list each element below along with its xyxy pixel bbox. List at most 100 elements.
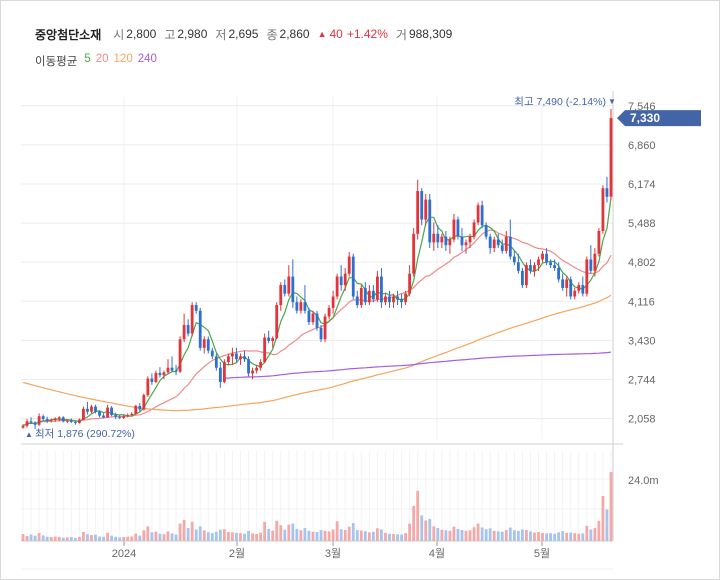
- candle-body: [263, 337, 267, 363]
- volume-bar: [178, 523, 182, 541]
- candle-body: [29, 421, 33, 423]
- candle-body: [86, 408, 89, 412]
- volume-bar: [239, 533, 242, 541]
- volume-bar: [496, 531, 500, 541]
- volume-bar: [573, 533, 577, 541]
- candle-body: [134, 405, 138, 414]
- volume-bar: [235, 532, 238, 541]
- close-value: 2,860: [279, 27, 310, 41]
- volume-bar: [408, 523, 412, 541]
- volume-bar: [404, 533, 408, 541]
- candle-body: [194, 305, 198, 311]
- candle-body: [541, 253, 544, 260]
- volume-bar: [569, 532, 573, 541]
- candle-body: [98, 411, 101, 416]
- candle-body: [327, 307, 331, 317]
- volume-bar: [545, 533, 548, 541]
- volume-label: 거: [395, 27, 407, 42]
- volume-bar: [400, 534, 403, 541]
- volume-bar: [154, 531, 158, 541]
- candle-body: [565, 279, 569, 288]
- volume-bar: [448, 530, 452, 541]
- volume-bar: [315, 532, 319, 541]
- volume-bar: [460, 530, 464, 541]
- volume-bar: [307, 530, 311, 541]
- candle-body: [226, 356, 230, 363]
- candle-body: [251, 370, 254, 374]
- ma-240-legend[interactable]: 240: [137, 53, 157, 65]
- volume-bar: [367, 532, 371, 541]
- volume-bar: [323, 530, 327, 541]
- volume-bar: [86, 534, 89, 541]
- candle-body: [549, 262, 552, 266]
- y-tick-label: 4,116: [628, 296, 655, 308]
- candle-body: [186, 325, 190, 334]
- volume-bar: [231, 532, 234, 541]
- volume-bar: [94, 534, 97, 541]
- volume-bar: [553, 533, 557, 541]
- candle-body: [516, 262, 520, 271]
- volume-bar: [331, 529, 335, 541]
- candle-body: [271, 338, 275, 341]
- volume-bar: [82, 532, 85, 541]
- candle-body: [239, 356, 242, 360]
- volume-bar: [375, 528, 379, 541]
- open-value: 2,800: [126, 27, 157, 41]
- volume-bar: [114, 536, 118, 541]
- volume-bar: [90, 535, 93, 541]
- min-price-annotation: 최저 1,876 (290.72%): [35, 428, 135, 440]
- x-tick-label: 3월: [325, 547, 341, 560]
- candle-body: [235, 353, 238, 360]
- candle-body: [190, 305, 194, 334]
- candle-body: [57, 417, 61, 420]
- volume-bar: [319, 530, 323, 541]
- candle-body: [472, 222, 476, 237]
- y-tick-label: 4,802: [628, 257, 656, 269]
- ma-5-legend[interactable]: 5: [84, 53, 91, 65]
- volume-bar: [37, 533, 41, 541]
- candle-body: [392, 296, 395, 303]
- ma-120-legend[interactable]: 120: [113, 53, 133, 65]
- y-tick-label: 5,488: [628, 218, 656, 230]
- volume-bar: [444, 530, 448, 541]
- volume-bar: [61, 537, 65, 541]
- volume-bar: [134, 533, 138, 541]
- candle-body: [283, 285, 287, 294]
- candle-body: [202, 339, 206, 348]
- candle-body: [170, 367, 174, 371]
- volume-bar: [351, 523, 355, 541]
- candle-body: [279, 285, 283, 306]
- volume-bar: [158, 533, 162, 541]
- candle-body: [311, 313, 315, 323]
- ma-20-legend[interactable]: 20: [95, 53, 109, 65]
- volume-bar: [106, 532, 109, 541]
- stock-name[interactable]: 중앙첨단소재: [35, 27, 102, 42]
- volume-bar: [537, 532, 540, 541]
- volume-bar: [609, 472, 613, 541]
- candle-body: [371, 290, 375, 300]
- y-tick-label: 3,430: [628, 335, 656, 347]
- ma-120-line: [22, 294, 612, 412]
- candle-body: [259, 362, 263, 368]
- candle-body: [464, 242, 468, 246]
- candle-body: [315, 313, 319, 328]
- volume-bar: [440, 529, 444, 541]
- volume-bar: [255, 533, 259, 541]
- candle-body: [492, 239, 496, 249]
- candle-body: [363, 287, 367, 303]
- candle-body: [218, 367, 222, 382]
- candle-body: [428, 199, 432, 243]
- volume-bar: [343, 530, 347, 541]
- candle-body: [561, 279, 565, 288]
- volume-bar: [146, 526, 150, 541]
- volume-bar: [222, 529, 226, 541]
- candle-body: [408, 273, 412, 294]
- volume-bar: [500, 531, 504, 541]
- candle-body: [416, 191, 420, 234]
- moving-average-legend[interactable]: 이동평균 5 20 120 240: [35, 53, 157, 69]
- candle-body: [440, 236, 444, 243]
- volume-bar: [476, 523, 480, 541]
- candle-body: [247, 359, 250, 374]
- volume-bar: [247, 530, 250, 541]
